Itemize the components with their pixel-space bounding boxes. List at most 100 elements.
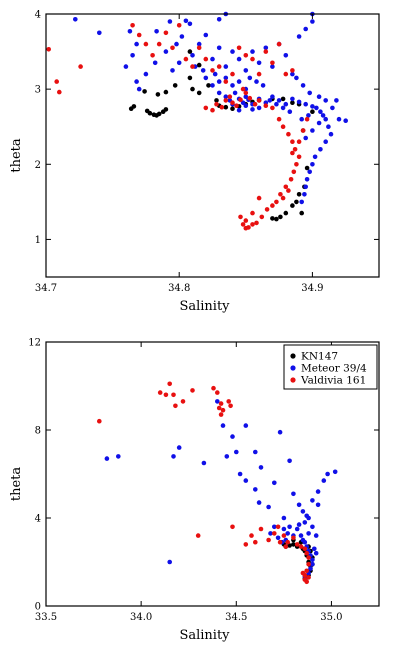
data-point-valdivia-161: [276, 116, 282, 122]
data-point-valdivia-161: [236, 45, 242, 51]
data-point-valdivia-161: [254, 220, 259, 226]
data-point-valdivia-161: [300, 128, 306, 133]
data-point-meteor-39-4: [299, 199, 305, 205]
data-point-valdivia-161: [298, 544, 304, 549]
data-point-valdivia-161: [277, 539, 283, 545]
data-point-valdivia-161: [180, 399, 186, 404]
y-tick-label: 12: [28, 338, 41, 349]
y-tick-label: 2: [35, 160, 41, 171]
data-points: [97, 381, 338, 585]
data-point-meteor-39-4: [183, 18, 189, 24]
data-point-meteor-39-4: [326, 124, 331, 129]
data-point-meteor-39-4: [170, 68, 175, 73]
data-point-valdivia-161: [247, 95, 253, 101]
data-point-meteor-39-4: [224, 454, 230, 459]
data-point-valdivia-161: [228, 403, 233, 409]
data-point-valdivia-161: [294, 162, 299, 167]
data-point-kn147: [142, 89, 147, 94]
data-point-meteor-39-4: [310, 162, 315, 167]
data-point-meteor-39-4: [272, 524, 277, 530]
data-point-valdivia-161: [170, 45, 175, 51]
data-point-valdivia-161: [219, 104, 225, 110]
data-point-meteor-39-4: [256, 105, 262, 111]
data-point-meteor-39-4: [212, 71, 218, 77]
data-point-meteor-39-4: [203, 32, 209, 38]
data-point-meteor-39-4: [294, 526, 300, 532]
data-point-meteor-39-4: [243, 423, 249, 428]
data-point-valdivia-161: [275, 524, 281, 530]
data-point-valdivia-161: [306, 561, 311, 567]
data-point-kn147: [290, 203, 295, 208]
data-point-meteor-39-4: [256, 60, 262, 66]
data-point-valdivia-161: [306, 555, 311, 560]
data-point-valdivia-161: [250, 56, 255, 62]
legend-marker-valdivia-161: [290, 377, 296, 383]
data-point-valdivia-161: [230, 71, 235, 77]
data-point-meteor-39-4: [223, 94, 229, 99]
data-point-meteor-39-4: [303, 135, 309, 141]
data-point-kn147: [147, 110, 153, 116]
data-point-valdivia-161: [280, 195, 286, 201]
data-point-meteor-39-4: [216, 45, 222, 51]
data-point-valdivia-161: [280, 124, 286, 129]
data-point-meteor-39-4: [236, 56, 242, 62]
data-point-valdivia-161: [190, 388, 195, 393]
data-point-meteor-39-4: [220, 423, 226, 428]
data-point-valdivia-161: [163, 392, 169, 398]
data-point-meteor-39-4: [176, 445, 182, 450]
data-point-meteor-39-4: [230, 434, 235, 439]
data-point-kn147: [280, 96, 286, 102]
data-point-valdivia-161: [286, 188, 291, 193]
data-point-meteor-39-4: [243, 478, 249, 483]
data-point-meteor-39-4: [316, 94, 322, 99]
data-point-valdivia-161: [54, 79, 59, 84]
data-point-kn147: [283, 210, 289, 216]
data-point-valdivia-161: [223, 98, 229, 103]
data-point-kn147: [214, 98, 219, 103]
data-point-meteor-39-4: [290, 96, 295, 102]
data-point-meteor-39-4: [302, 539, 308, 545]
data-point-meteor-39-4: [236, 79, 242, 84]
y-tick-label: 4: [35, 514, 41, 525]
legend-box: [283, 344, 378, 390]
data-point-meteor-39-4: [328, 131, 334, 137]
data-point-valdivia-161: [243, 542, 249, 547]
data-point-meteor-39-4: [323, 139, 329, 144]
data-point-valdivia-161: [215, 390, 220, 395]
data-point-meteor-39-4: [104, 456, 110, 461]
data-point-meteor-39-4: [268, 531, 273, 536]
data-point-valdivia-161: [250, 222, 255, 227]
data-point-kn147: [196, 90, 202, 96]
data-point-meteor-39-4: [276, 98, 282, 103]
x-tick-label: 34.8: [168, 283, 190, 294]
data-point-valdivia-161: [214, 101, 219, 107]
data-point-valdivia-161: [150, 53, 155, 58]
data-point-valdivia-161: [296, 139, 302, 144]
data-point-kn147: [187, 75, 193, 81]
data-point-valdivia-161: [243, 53, 249, 58]
data-point-meteor-39-4: [296, 522, 302, 527]
data-point-meteor-39-4: [291, 491, 296, 497]
data-point-meteor-39-4: [200, 68, 206, 73]
data-point-meteor-39-4: [243, 68, 249, 73]
data-point-valdivia-161: [256, 195, 262, 201]
data-point-valdivia-161: [46, 47, 51, 52]
data-point-meteor-39-4: [203, 75, 209, 81]
data-point-meteor-39-4: [152, 60, 158, 66]
data-point-valdivia-161: [250, 210, 255, 216]
data-point-meteor-39-4: [230, 49, 235, 54]
data-point-meteor-39-4: [314, 105, 319, 111]
data-point-meteor-39-4: [253, 487, 258, 492]
data-point-kn147: [304, 165, 310, 171]
data-point-meteor-39-4: [134, 41, 139, 47]
data-point-valdivia-161: [300, 570, 306, 576]
data-point-valdivia-161: [190, 64, 195, 69]
data-point-kn147: [187, 49, 193, 54]
data-point-meteor-39-4: [280, 105, 286, 111]
data-point-meteor-39-4: [330, 105, 335, 111]
data-point-meteor-39-4: [310, 498, 315, 503]
data-point-meteor-39-4: [334, 98, 339, 103]
data-point-valdivia-161: [176, 23, 182, 28]
data-point-meteor-39-4: [247, 75, 253, 81]
data-point-meteor-39-4: [266, 504, 271, 510]
